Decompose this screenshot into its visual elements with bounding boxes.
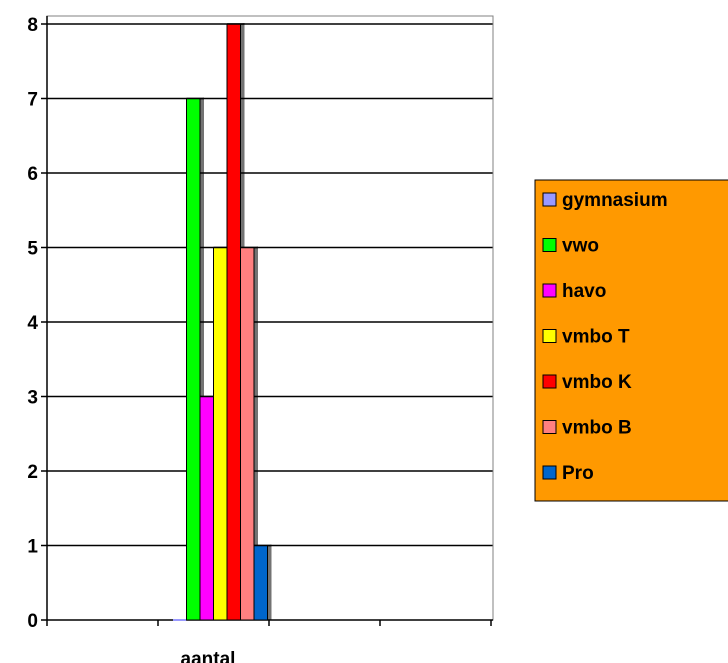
y-tick-label: 4: [27, 313, 38, 334]
legend-item: havo: [542, 281, 606, 302]
legend-item: vmbo K: [542, 372, 632, 393]
bar-face: [253, 545, 268, 621]
legend-swatch: [542, 374, 557, 389]
bar-face: [240, 247, 255, 621]
legend-label: gymnasium: [562, 190, 668, 211]
legend-swatch: [542, 192, 557, 207]
legend-swatch: [542, 283, 557, 298]
legend-item: vwo: [542, 236, 599, 257]
bars: [173, 23, 272, 621]
legend-box: [534, 179, 728, 502]
legend-item: vmbo B: [542, 418, 632, 439]
y-tick-label: 1: [27, 537, 38, 558]
y-tick-label: 2: [27, 462, 38, 483]
legend-label: vmbo K: [562, 372, 632, 393]
bar-side: [254, 246, 258, 620]
legend-label: Pro: [562, 463, 594, 484]
x-category-label: aantal: [181, 649, 236, 663]
legend-swatch: [542, 465, 557, 480]
axes: [41, 16, 493, 626]
bar-face: [213, 247, 228, 621]
plot-area-border: [46, 15, 494, 621]
legend-items: gymnasium vwo havo vmbo T vmbo K vmbo B Pro: [542, 190, 668, 484]
bar-side: [267, 544, 272, 620]
y-tick-label: 6: [27, 164, 38, 185]
y-tick-label: 5: [27, 239, 38, 260]
legend-label: vmbo B: [562, 418, 632, 439]
legend: gymnasium vwo havo vmbo T vmbo K vmbo B Pro: [534, 179, 728, 502]
legend-item: gymnasium: [542, 190, 668, 211]
legend-label: vmbo T: [562, 327, 630, 348]
legend-label: vwo: [562, 236, 599, 257]
legend-item: Pro: [542, 463, 594, 484]
bar-vmbo-b: [240, 246, 258, 621]
legend-swatch: [542, 238, 557, 252]
legend-swatch: [542, 329, 557, 343]
legend-item: vmbo T: [542, 327, 630, 348]
y-tick-label: 7: [27, 90, 38, 111]
bar-pro: [253, 544, 272, 621]
y-tick-label: 8: [27, 15, 38, 36]
bar-face: [186, 98, 201, 621]
gridlines: [47, 23, 493, 547]
legend-label: havo: [562, 281, 606, 302]
y-tick-label: 3: [27, 388, 38, 409]
bar-face: [199, 396, 214, 621]
legend-swatch: [542, 420, 557, 434]
bar-face: [226, 23, 241, 621]
y-tick-labels: 0 1 2 3 4 5 6 7 8: [27, 15, 38, 632]
y-tick-label: 0: [27, 611, 38, 632]
